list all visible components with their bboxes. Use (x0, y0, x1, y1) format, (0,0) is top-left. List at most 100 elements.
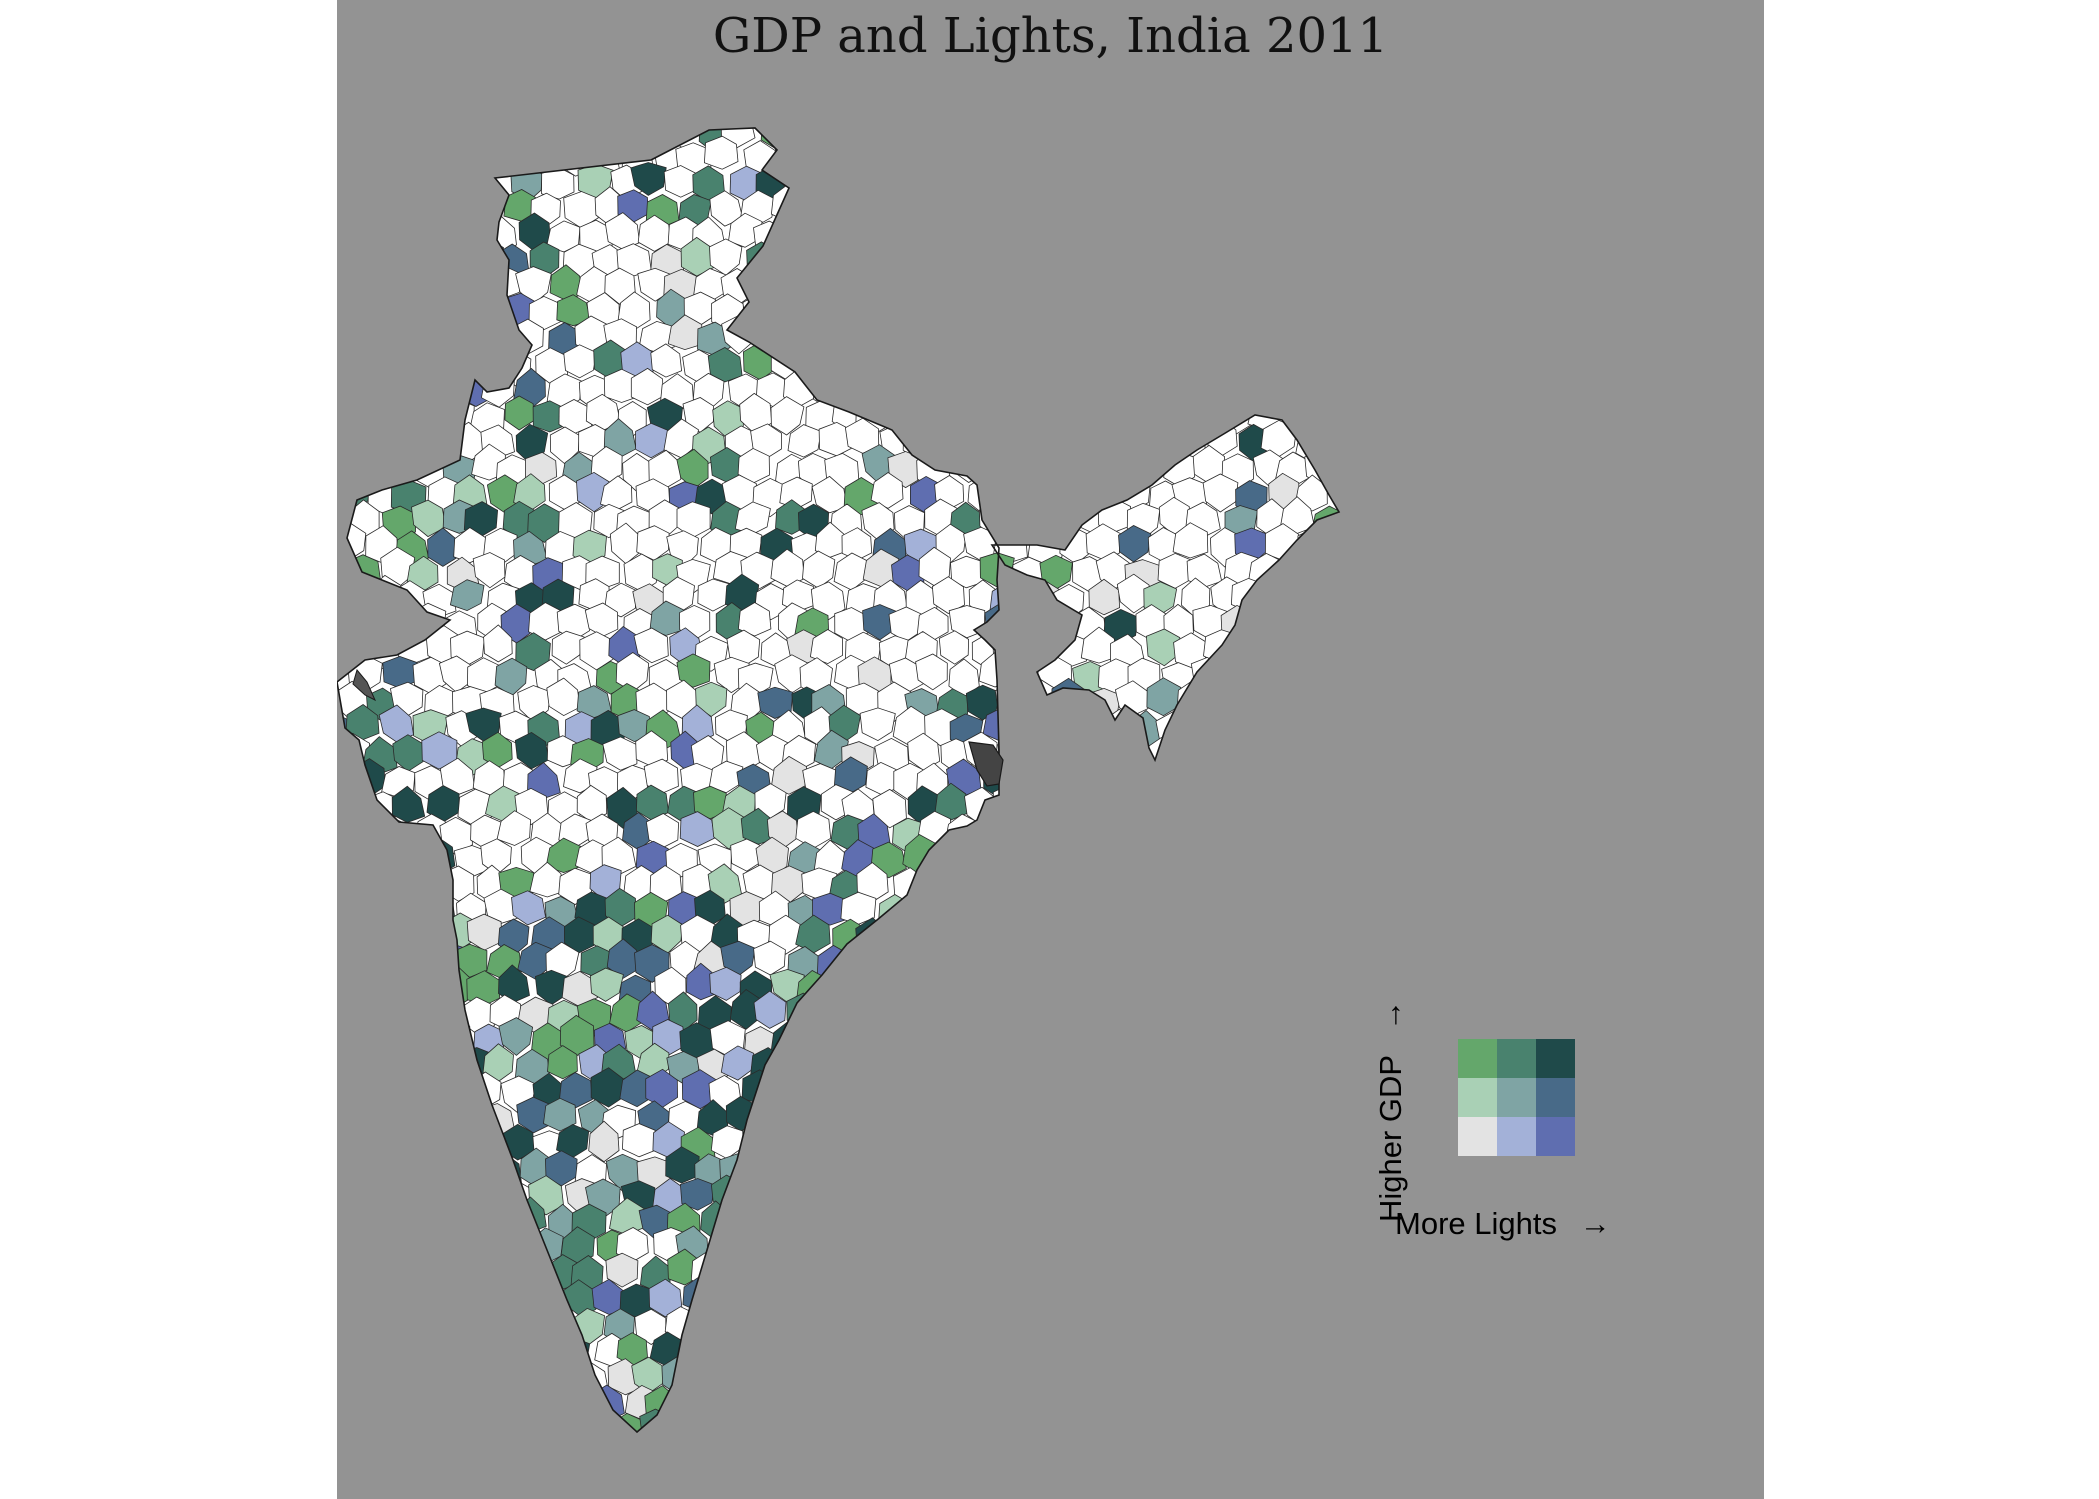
district (1086, 786, 1120, 825)
district (1701, 966, 1732, 1005)
district (1696, 1330, 1728, 1370)
district (1730, 815, 1763, 851)
district (1205, 3, 1239, 41)
district (1553, 346, 1586, 383)
district (1146, 677, 1182, 717)
district (1115, 1310, 1149, 1347)
district (1306, 33, 1339, 68)
district (803, 0, 833, 15)
district (1281, 1073, 1315, 1110)
district (528, 1274, 563, 1316)
district (394, 1363, 427, 1398)
district (605, 1252, 639, 1288)
district (1230, 8, 1262, 40)
district (895, 1072, 927, 1107)
district (1371, 1388, 1401, 1425)
district (1734, 1275, 1764, 1314)
district (1297, 833, 1331, 871)
district (1202, 1257, 1237, 1293)
district (930, 265, 967, 304)
district (1719, 888, 1752, 924)
district (1134, 758, 1168, 796)
district (1609, 1232, 1642, 1265)
district (1159, 1123, 1194, 1165)
district (1022, 1251, 1055, 1287)
district (684, 89, 716, 122)
district (1111, 732, 1146, 768)
district (1712, 688, 1745, 720)
district (1696, 188, 1731, 222)
district (1075, 192, 1109, 228)
district (1071, 1328, 1105, 1368)
district (1068, 0, 1102, 17)
district (758, 1357, 792, 1393)
district (1337, 37, 1368, 71)
district (1591, 1357, 1625, 1394)
district (381, 1222, 417, 1262)
district (789, 1050, 823, 1087)
district (1743, 1149, 1764, 1186)
district (999, 890, 1034, 927)
district (1661, 1047, 1694, 1082)
district (1221, 290, 1255, 327)
district (457, 1311, 493, 1349)
district (1309, 1172, 1339, 1212)
district (1254, 810, 1287, 847)
district (1636, 1382, 1671, 1421)
district (1674, 84, 1708, 121)
district (765, 90, 800, 125)
district (1172, 1154, 1209, 1189)
district (1411, 1364, 1446, 1395)
district (1217, 349, 1254, 384)
district (939, 1302, 973, 1341)
district (1534, 11, 1566, 44)
district (1492, 395, 1524, 433)
district (968, 160, 1003, 203)
district (1025, 1464, 1060, 1499)
district (1653, 1357, 1684, 1394)
district (1508, 1461, 1538, 1496)
district (337, 1094, 369, 1136)
district (886, 295, 923, 330)
district (1700, 247, 1730, 283)
district (935, 1045, 971, 1083)
district (997, 320, 1032, 358)
district (1418, 997, 1451, 1034)
district (918, 245, 954, 282)
district (1582, 245, 1616, 279)
district (1576, 0, 1607, 19)
district (1126, 297, 1163, 335)
district (1345, 652, 1378, 688)
district (1065, 964, 1101, 1004)
district (395, 1307, 432, 1346)
district (378, 1276, 414, 1315)
district (499, 1331, 532, 1371)
district (1448, 1306, 1480, 1345)
district (1749, 890, 1764, 927)
district (1449, 735, 1484, 770)
district (1716, 838, 1748, 872)
district (939, 128, 975, 148)
district (1341, 342, 1375, 376)
district (431, 216, 465, 256)
district (337, 216, 370, 254)
district (474, 1180, 508, 1214)
district (1474, 684, 1506, 719)
district (1376, 239, 1406, 273)
district (1720, 221, 1753, 256)
district (804, 1177, 838, 1216)
district (1550, 239, 1583, 274)
district (1548, 863, 1582, 902)
district (832, 31, 866, 68)
district (1327, 1302, 1339, 1341)
district (1020, 421, 1053, 458)
district (1191, 809, 1225, 850)
district (464, 1124, 500, 1162)
district (1741, 1100, 1764, 1138)
district (1030, 216, 1064, 250)
district (887, 1025, 918, 1063)
district (873, 1358, 906, 1396)
district (348, 239, 384, 281)
district (1127, 1075, 1161, 1114)
district (472, 552, 506, 589)
